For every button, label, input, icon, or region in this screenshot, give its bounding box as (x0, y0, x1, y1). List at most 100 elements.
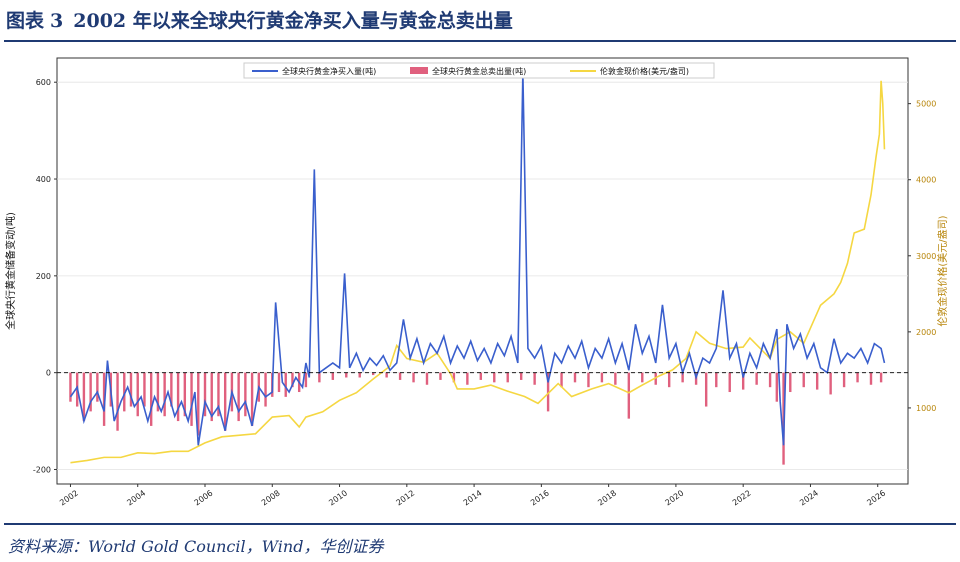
sales-bar (277, 372, 281, 393)
sales-bar (519, 372, 523, 380)
sales-bar (244, 372, 247, 417)
sales-bar (82, 372, 86, 422)
left-tick-label: 0 (46, 369, 51, 378)
x-tick-label: 2022 (731, 488, 753, 507)
plot-area: -200 0 200 400 600 1000 2000 3000 4000 5000 2002 20… (4, 57, 949, 507)
sales-bar (573, 372, 577, 383)
x-tick-label: 2002 (58, 488, 80, 507)
sales-bar (493, 372, 496, 383)
figure-title: 图表 3 2002 年以来全球央行黄金净买入量与黄金总卖出量 (6, 6, 513, 33)
sales-bar (741, 372, 745, 390)
sales-bar (802, 372, 805, 388)
sales-bar (358, 372, 361, 378)
sales-bar (466, 372, 469, 385)
sales-bar (217, 372, 220, 417)
sales-bar (176, 372, 180, 422)
sales-bar (210, 372, 213, 422)
x-tick-label: 2016 (529, 488, 551, 507)
right-tick-label: 1000 (916, 404, 936, 413)
left-axis-title: 全球央行黄金储备变动(吨) (4, 212, 17, 330)
right-tick-label: 4000 (916, 176, 936, 185)
sales-bar (291, 372, 294, 388)
sales-bar (856, 372, 859, 383)
x-tick-label: 2012 (394, 488, 416, 507)
sales-bar (715, 372, 718, 388)
x-tick-label: 2006 (193, 488, 215, 507)
sales-bar (728, 372, 731, 393)
chart: -200 0 200 400 600 1000 2000 3000 4000 5000 2002 20… (4, 57, 949, 507)
sales-bar (197, 372, 200, 436)
x-tick-label: 2018 (596, 488, 618, 507)
sales-bar (815, 372, 819, 390)
left-tick-label: 200 (36, 272, 51, 281)
sales-bar (667, 372, 671, 388)
sales-bar (190, 372, 193, 426)
x-tick-label: 2004 (125, 488, 147, 507)
sales-bar (250, 372, 254, 426)
sales-bar (156, 372, 160, 412)
figure-title-prefix: 图表 (6, 10, 45, 32)
x-tick-label: 2014 (462, 488, 484, 507)
gold-price-line (70, 80, 886, 464)
source-note: 资料来源：World Gold Council，Wind，华创证券 (8, 537, 384, 556)
sales-bar (600, 372, 604, 383)
sales-bar (452, 372, 456, 383)
legend-sales-label: 全球央行黄金总卖出量(吨) (432, 66, 526, 76)
x-tick-label: 2026 (865, 488, 887, 507)
net-purchase-line (69, 72, 886, 446)
figure-title-text: 2002 年以来全球央行黄金净买入量与黄金总卖出量 (73, 10, 513, 32)
sales-bar (89, 372, 92, 412)
sales-bar (789, 372, 792, 393)
x-tick-label: 2010 (327, 488, 349, 507)
sales-bar (163, 372, 166, 417)
sales-bar (371, 372, 375, 376)
sales-bar (869, 372, 873, 385)
sales-bar (614, 372, 617, 385)
sales-bar (641, 372, 644, 383)
sales-bar (546, 372, 550, 412)
sales-bar (69, 372, 72, 402)
sales-bar (345, 372, 348, 378)
sales-bar (116, 372, 119, 431)
plot-frame (56, 57, 909, 485)
sales-bar (398, 372, 402, 380)
sales-bar (331, 372, 335, 380)
sales-bar (842, 372, 846, 388)
sales-bar (385, 372, 388, 378)
sales-bar (203, 372, 207, 417)
sales-bar (304, 372, 308, 388)
figure-number: 3 (50, 10, 64, 32)
sales-bar (149, 372, 153, 426)
sales-bar (506, 372, 509, 383)
source-rule (4, 523, 956, 525)
sales-bar (170, 372, 173, 407)
sales-bar (136, 372, 139, 417)
right-tick-label: 3000 (916, 252, 936, 261)
x-tick-label: 2024 (798, 488, 820, 507)
legend-box (243, 62, 715, 79)
sales-bar (237, 372, 240, 422)
sales-bar (143, 372, 146, 407)
title-rule (4, 40, 956, 42)
legend-sales-swatch (410, 67, 428, 74)
sales-bar (533, 372, 536, 385)
x-tick-label: 2008 (260, 488, 282, 507)
legend-net-label: 全球央行黄金净买入量(吨) (282, 66, 376, 76)
sales-bar (129, 372, 133, 407)
sales-bar (123, 372, 126, 412)
left-tick-label: -200 (33, 465, 51, 474)
sales-bar (223, 372, 227, 431)
sales-bar (96, 372, 99, 402)
left-tick-label: 400 (36, 175, 51, 184)
sales-bar (284, 372, 287, 397)
right-tick-label: 2000 (916, 328, 936, 337)
sales-bar (755, 372, 758, 385)
sales-bar (829, 372, 832, 395)
right-tick-label: 5000 (916, 100, 936, 109)
x-tick-label: 2020 (664, 488, 686, 507)
sales-bar (768, 372, 772, 388)
sales-bar (425, 372, 429, 385)
sales-bar (587, 372, 590, 388)
sales-bar (775, 372, 779, 402)
sales-bar (479, 372, 483, 380)
